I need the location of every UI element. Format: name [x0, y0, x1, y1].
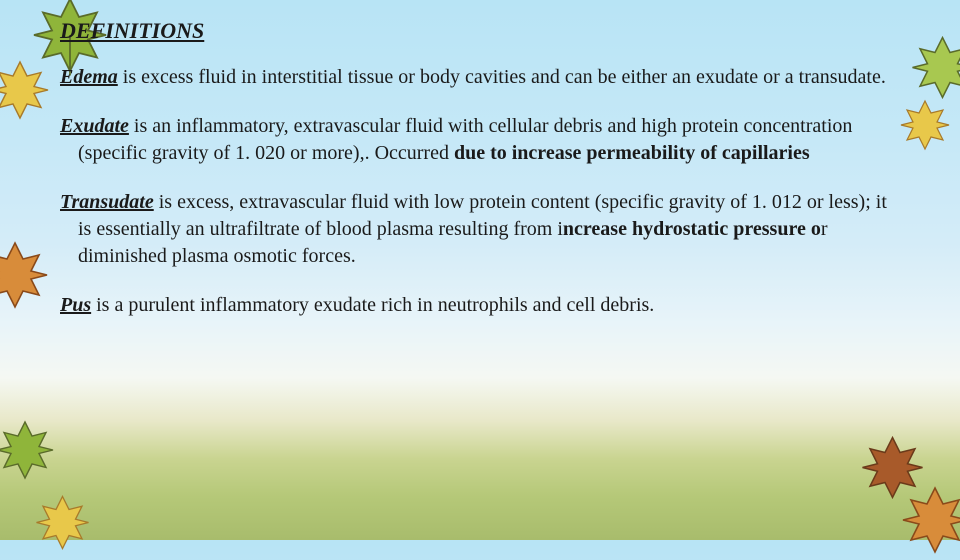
leaf-bottom-right-2 — [895, 480, 960, 560]
body-exudate-bold: due to increase permeability of capillar… — [454, 142, 810, 164]
definition-exudate: Exudate is an inflammatory, extravascula… — [60, 113, 900, 167]
term-edema: Edema — [60, 66, 118, 88]
definition-edema: Edema is excess fluid in interstitial ti… — [60, 64, 900, 91]
definition-pus: Pus is a purulent inflammatory exudate r… — [60, 292, 900, 319]
body-transudate-bold: ncrease hydrostatic pressure o — [563, 218, 821, 240]
body-edema: is excess fluid in interstitial tissue o… — [118, 66, 886, 88]
leaf-top-right-1 — [905, 30, 960, 105]
term-transudate: Transudate — [60, 191, 154, 213]
leaf-bottom-left-2 — [30, 490, 95, 555]
leaf-top-left-2 — [0, 55, 55, 125]
slide-content: DEFINITIONS Edema is excess fluid in int… — [60, 18, 900, 341]
leaf-bottom-left-1 — [0, 415, 60, 485]
leaf-mid-left — [0, 235, 55, 315]
definition-transudate: Transudate is excess, extravascular flui… — [60, 189, 900, 270]
body-pus: is a purulent inflammatory exudate rich … — [91, 294, 654, 316]
term-pus: Pus — [60, 294, 91, 316]
leaf-top-right-2 — [895, 95, 955, 155]
term-exudate: Exudate — [60, 115, 129, 137]
slide-title: DEFINITIONS — [60, 18, 900, 44]
